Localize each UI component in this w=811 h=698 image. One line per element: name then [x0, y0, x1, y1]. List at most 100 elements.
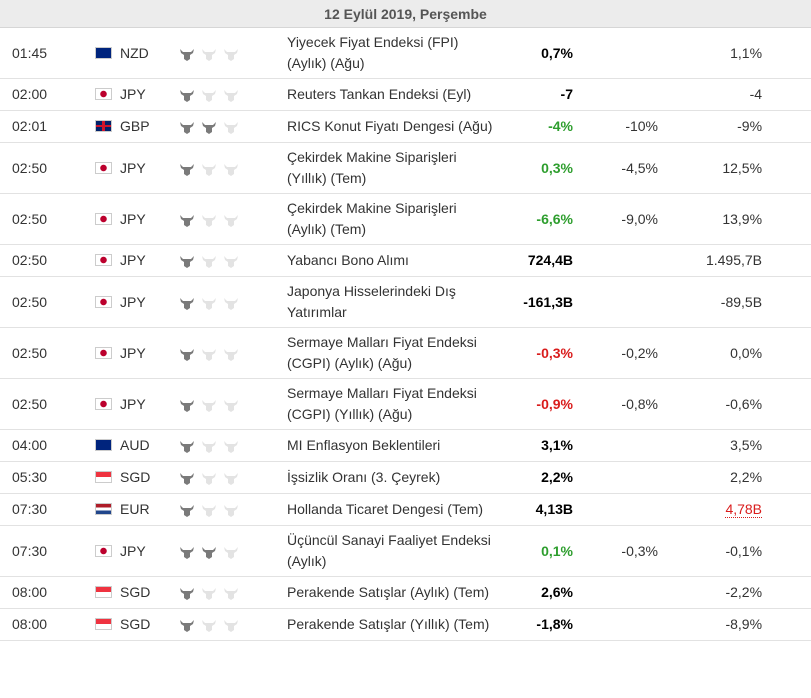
currency-cell: AUD [85, 429, 178, 462]
currency-cell: SGD [85, 576, 178, 609]
event-name: Yabancı Bono Alımı [283, 244, 505, 277]
actual: 0,1% [505, 525, 578, 577]
bull-icon [180, 256, 194, 269]
importance [178, 493, 283, 526]
time: 02:50 [0, 142, 85, 194]
event-row: 08:00 SGD Perakende Satışlar (Aylık) (Tem)… [0, 576, 811, 609]
event-name: Japonya Hisselerindeki Dış Yatırımlar [283, 276, 505, 328]
bull-icon [202, 48, 216, 61]
bull-icon [180, 297, 194, 310]
bull-shape [202, 297, 216, 310]
bull-icon [180, 588, 194, 601]
bull-icon [180, 122, 194, 135]
currency: JPY [120, 395, 146, 412]
previous-cell: -0,1% [662, 525, 811, 577]
bull-shape [202, 348, 216, 361]
bull-shape [202, 90, 216, 103]
importance [178, 429, 283, 462]
importance [178, 110, 283, 143]
bull-shape [180, 588, 194, 601]
bull-icon [180, 473, 194, 486]
previous-cell: 1,1% [662, 27, 811, 79]
bull-icon [202, 620, 216, 633]
bull-shape [224, 90, 238, 103]
currency-cell: JPY [85, 378, 178, 430]
currency: JPY [120, 159, 146, 176]
event-name: Çekirdek Makine Siparişleri (Aylık) (Tem… [283, 193, 505, 245]
bull-icon [180, 163, 194, 176]
event-row: 02:01 GBP RICS Konut Fiyatı Dengesi (Ağu) -… [0, 110, 811, 143]
flag [95, 161, 112, 174]
bull-shape [202, 473, 216, 486]
importance [178, 27, 283, 79]
bull-icon [202, 348, 216, 361]
previous: 0,0% [730, 344, 763, 361]
actual: 4,13B [505, 493, 578, 526]
bull-icon [202, 441, 216, 454]
bull-icon [202, 256, 216, 269]
actual: 2,6% [505, 576, 578, 609]
importance [178, 276, 283, 328]
bull-shape [224, 214, 238, 227]
event-name: RICS Konut Fiyatı Dengesi (Ağu) [283, 110, 505, 143]
time: 02:50 [0, 276, 85, 328]
bull-shape [202, 620, 216, 633]
bull-shape [224, 122, 238, 135]
previous: 1,1% [730, 44, 763, 61]
bull-icon [180, 441, 194, 454]
forecast-empty [578, 244, 662, 277]
previous-cell: -8,9% [662, 608, 811, 641]
bull-icon [202, 90, 216, 103]
importance [178, 608, 283, 641]
forecast-empty [578, 608, 662, 641]
bull-icon [224, 505, 238, 518]
currency: NZD [120, 44, 149, 61]
bull-icon [224, 90, 238, 103]
flag [95, 346, 112, 359]
bull-icon [202, 297, 216, 310]
bull-icon [180, 620, 194, 633]
event-row: 07:30 JPY Üçüncül Sanayi Faaliyet Endeksi … [0, 525, 811, 577]
bull-shape [224, 546, 238, 559]
currency: JPY [120, 252, 146, 268]
actual: -1,8% [505, 608, 578, 641]
bull-icon [224, 48, 238, 61]
time: 08:00 [0, 576, 85, 609]
bull-shape [180, 163, 194, 176]
previous-cell: 3,5% [662, 429, 811, 462]
forecast-empty [578, 429, 662, 462]
bull-icon [180, 48, 194, 61]
bull-icon [224, 163, 238, 176]
forecast-empty [578, 276, 662, 328]
bull-shape [224, 163, 238, 176]
forecast: -0,8% [578, 378, 662, 430]
event-name: Reuters Tankan Endeksi (Eyl) [283, 78, 505, 111]
time: 02:50 [0, 327, 85, 379]
flag [95, 120, 112, 132]
currency-cell: JPY [85, 276, 178, 328]
event-name: Sermaye Malları Fiyat Endeksi (CGPI) (Ay… [283, 327, 505, 379]
bull-icon [224, 122, 238, 135]
currency: SGD [120, 469, 151, 485]
previous: 12,5% [722, 159, 763, 176]
bull-shape [224, 588, 238, 601]
bull-icon [202, 505, 216, 518]
bull-icon [202, 163, 216, 176]
bull-icon [180, 214, 194, 227]
event-row: 02:50 JPY Çekirdek Makine Siparişleri (Ayl… [0, 193, 811, 245]
bull-icon [224, 441, 238, 454]
event-name: Hollanda Ticaret Dengesi (Tem) [283, 493, 505, 526]
flag [95, 46, 112, 59]
time: 02:50 [0, 378, 85, 430]
currency-cell: NZD [85, 27, 178, 79]
event-row: 02:00 JPY Reuters Tankan Endeksi (Eyl) -7 -4 [0, 78, 811, 111]
bull-shape [202, 214, 216, 227]
actual: 724,4B [505, 244, 578, 277]
bull-icon [224, 297, 238, 310]
actual: -7 [505, 78, 578, 111]
event-name: Yiyecek Fiyat Endeksi (FPI) (Aylık) (Ağu… [283, 27, 505, 79]
bull-shape [180, 122, 194, 135]
bull-shape [202, 505, 216, 518]
forecast: -0,2% [578, 327, 662, 379]
currency: JPY [120, 86, 146, 102]
